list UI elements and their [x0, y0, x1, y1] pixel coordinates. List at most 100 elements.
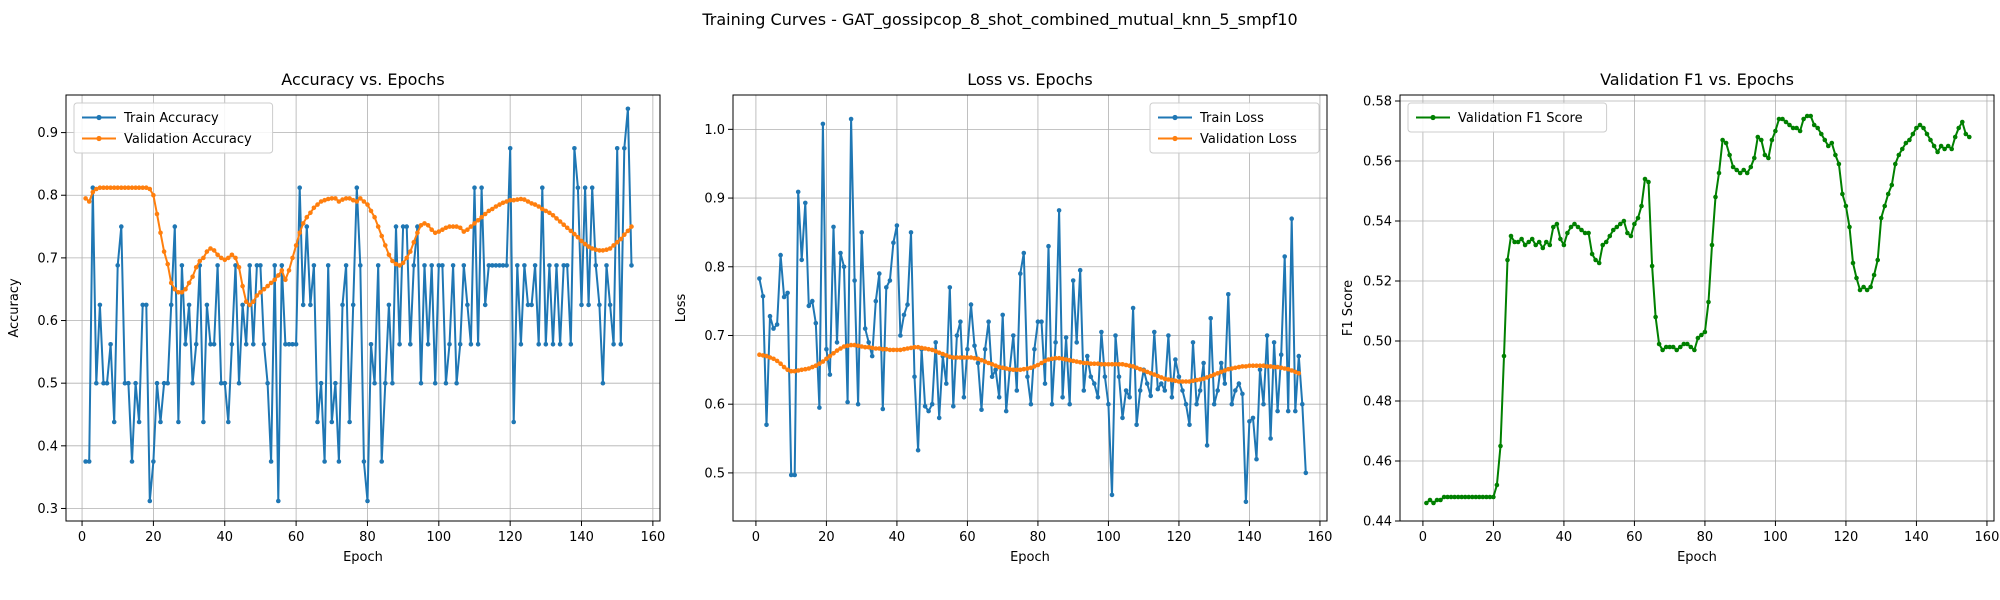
- data-point: [1025, 374, 1030, 380]
- y-tick-label: 0.56: [1363, 155, 1392, 170]
- data-point: [504, 199, 509, 204]
- data-point: [972, 355, 977, 361]
- data-point: [183, 342, 188, 347]
- data-point: [820, 121, 826, 127]
- x-axis-label: Epoch: [1010, 550, 1050, 565]
- data-point: [1596, 260, 1602, 266]
- x-axis-label: Epoch: [1677, 550, 1717, 565]
- data-point: [1487, 494, 1493, 500]
- data-point: [1885, 191, 1891, 197]
- data-point: [1878, 215, 1884, 221]
- data-point: [600, 380, 606, 386]
- data-point: [1593, 257, 1598, 263]
- data-point: [958, 319, 963, 325]
- data-point: [1533, 242, 1538, 248]
- data-point: [397, 342, 402, 347]
- data-point: [1074, 340, 1079, 345]
- data-point: [418, 380, 424, 386]
- data-point: [375, 224, 381, 229]
- data-point: [1162, 388, 1168, 393]
- data-point: [286, 268, 292, 273]
- data-point: [774, 322, 780, 327]
- data-point: [336, 459, 342, 464]
- data-point: [522, 263, 527, 268]
- data-point: [251, 342, 256, 347]
- y-tick-label: 0.6: [37, 314, 58, 329]
- data-point: [243, 342, 249, 347]
- data-point: [614, 239, 620, 245]
- data-point: [1137, 366, 1143, 372]
- data-point: [568, 342, 574, 347]
- y-tick-label: 0.44: [1363, 515, 1392, 530]
- data-point: [968, 355, 974, 360]
- data-point: [1254, 363, 1259, 369]
- data-point: [161, 249, 167, 254]
- data-point: [226, 255, 231, 261]
- data-point: [450, 263, 456, 268]
- data-point: [944, 353, 949, 358]
- data-point: [529, 201, 534, 206]
- data-point: [1589, 251, 1595, 257]
- data-point: [350, 197, 356, 203]
- data-point: [318, 380, 324, 386]
- data-point: [869, 353, 875, 359]
- data-point: [1896, 152, 1902, 158]
- data-point: [1053, 340, 1058, 345]
- data-point: [1776, 116, 1782, 122]
- data-point: [922, 346, 928, 351]
- data-point: [1180, 388, 1185, 393]
- data-point: [201, 255, 206, 261]
- data-point: [504, 263, 509, 268]
- data-point: [1060, 356, 1065, 362]
- data-point: [582, 185, 588, 190]
- data-point: [1935, 149, 1940, 155]
- data-point: [993, 363, 998, 369]
- data-point: [954, 355, 960, 360]
- data-point: [1032, 364, 1037, 369]
- data-point: [834, 340, 840, 345]
- data-point: [831, 224, 836, 230]
- data-point: [1176, 379, 1182, 384]
- data-point: [1025, 366, 1030, 371]
- data-point: [1190, 340, 1196, 345]
- data-point: [311, 205, 317, 211]
- data-point: [1285, 408, 1291, 414]
- data-point: [817, 361, 822, 367]
- data-point: [986, 360, 991, 366]
- data-point: [443, 225, 449, 231]
- data-point: [1829, 140, 1835, 146]
- data-point: [176, 419, 181, 425]
- data-point: [1709, 242, 1715, 248]
- data-point: [532, 202, 538, 207]
- data-point: [757, 352, 762, 358]
- data-point: [457, 342, 463, 347]
- data-point: [1035, 319, 1041, 325]
- data-point: [1723, 140, 1729, 146]
- data-point: [315, 202, 320, 207]
- data-point: [1162, 376, 1168, 382]
- data-point: [1783, 119, 1789, 125]
- x-tick-label: 160: [1975, 530, 2000, 545]
- data-point: [1716, 170, 1722, 176]
- data-point: [1804, 113, 1810, 119]
- x-axis-label: Epoch: [343, 550, 383, 565]
- data-point: [572, 146, 577, 151]
- data-point: [318, 199, 324, 204]
- legend-swatch-marker: [1172, 114, 1178, 121]
- y-tick-label: 1.0: [704, 123, 725, 138]
- data-point: [336, 199, 342, 204]
- data-point: [465, 227, 470, 232]
- data-point: [855, 343, 861, 349]
- data-point: [1032, 346, 1037, 352]
- data-point: [813, 363, 819, 369]
- data-point: [841, 344, 847, 349]
- data-point: [884, 346, 889, 352]
- data-point: [1960, 119, 1965, 125]
- data-point: [550, 213, 556, 218]
- data-point: [283, 342, 288, 347]
- legend-label: Train Accuracy: [123, 111, 219, 126]
- data-point: [454, 224, 459, 229]
- data-point: [958, 355, 963, 360]
- data-point: [193, 342, 199, 347]
- data-point: [500, 200, 506, 206]
